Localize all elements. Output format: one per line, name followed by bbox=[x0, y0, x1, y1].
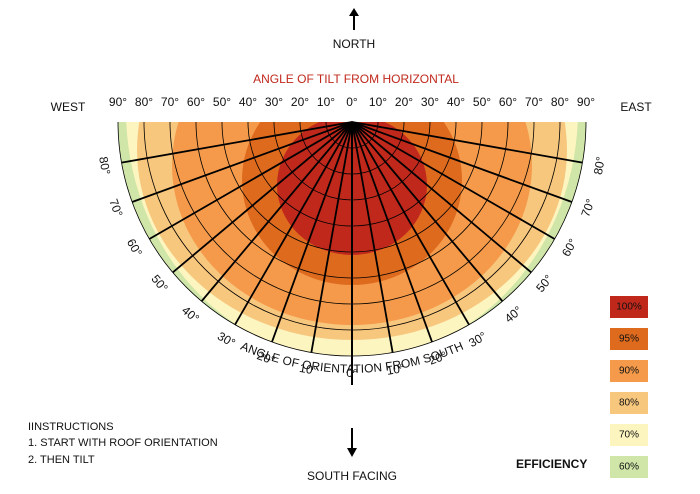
tilt-title: ANGLE OF TILT FROM HORIZONTAL bbox=[253, 72, 459, 86]
legend-title: EFFICIENCY bbox=[516, 457, 587, 471]
orientation-spoke bbox=[351, 121, 573, 203]
legend-label: 90% bbox=[619, 366, 639, 377]
orientation-label: 40° bbox=[502, 303, 525, 326]
tilt-label: 40° bbox=[447, 95, 465, 109]
legend-swatch bbox=[610, 456, 648, 478]
orientation-label: 10° bbox=[298, 361, 318, 378]
orientation-spoke bbox=[351, 121, 394, 353]
orientation-spoke bbox=[351, 121, 470, 326]
legend-swatch bbox=[610, 424, 648, 446]
tilt-label: 80° bbox=[135, 95, 153, 109]
tilt-label: 90° bbox=[109, 95, 127, 109]
north-label: NORTH bbox=[333, 37, 375, 51]
tilt-label: 50° bbox=[213, 95, 231, 109]
orientation-spoke bbox=[310, 121, 353, 353]
tilt-label: 30° bbox=[265, 95, 283, 109]
orientation-label: 30° bbox=[466, 329, 489, 350]
legend-label: 95% bbox=[619, 334, 639, 345]
orientation-spoke bbox=[351, 121, 556, 240]
west-label: WEST bbox=[51, 100, 86, 114]
tilt-label: 20° bbox=[291, 95, 309, 109]
orientation-label: 40° bbox=[179, 303, 202, 326]
orientation-spoke bbox=[351, 121, 583, 164]
instruction-step: 1. START WITH ROOF ORIENTATION bbox=[28, 437, 218, 449]
orientation-spoke bbox=[148, 121, 353, 240]
tilt-label: 10° bbox=[369, 95, 387, 109]
orientation-label: 0° bbox=[346, 366, 358, 380]
legend-swatch bbox=[610, 296, 648, 318]
orientation-spoke bbox=[121, 121, 353, 164]
legend-label: 100% bbox=[616, 302, 642, 313]
orientation-spoke bbox=[234, 121, 353, 326]
tilt-label: 80° bbox=[551, 95, 569, 109]
tilt-label: 10° bbox=[317, 95, 335, 109]
orientation-label: 50° bbox=[533, 272, 556, 295]
south-label: SOUTH FACING bbox=[307, 469, 397, 483]
east-label: EAST bbox=[620, 100, 652, 114]
tilt-label: 40° bbox=[239, 95, 257, 109]
south-arrow-head bbox=[347, 448, 357, 457]
legend-swatch bbox=[610, 328, 648, 350]
legend-label: 80% bbox=[619, 398, 639, 409]
tilt-label: 30° bbox=[421, 95, 439, 109]
legend-swatch bbox=[610, 392, 648, 414]
orientation-label: 70° bbox=[578, 197, 597, 219]
orientation-label: 20° bbox=[427, 348, 449, 367]
orientation-label: 10° bbox=[385, 361, 406, 378]
instruction-step: 2. THEN TILT bbox=[28, 454, 95, 466]
orientation-label: 70° bbox=[106, 197, 125, 219]
orientation-label: 20° bbox=[255, 348, 277, 367]
orientation-spoke bbox=[351, 121, 504, 302]
north-arrow-head bbox=[349, 8, 359, 16]
orientation-spoke bbox=[131, 121, 353, 203]
legend-swatch bbox=[610, 360, 648, 382]
tilt-label: 60° bbox=[187, 95, 205, 109]
tilt-label: 50° bbox=[473, 95, 491, 109]
orientation-spoke bbox=[351, 121, 433, 343]
instructions-title: IINSTRUCTIONS bbox=[28, 421, 114, 433]
grid bbox=[117, 121, 587, 385]
legend-label: 70% bbox=[619, 430, 639, 441]
tilt-label: 60° bbox=[499, 95, 517, 109]
orientation-spoke bbox=[200, 121, 353, 302]
legend: 100% 95% 90% 80% 70% 60% bbox=[610, 296, 648, 478]
legend-label: 60% bbox=[619, 462, 639, 473]
orientation-label: 60° bbox=[124, 236, 145, 259]
orientation-spoke bbox=[172, 121, 353, 274]
orientation-label: 50° bbox=[148, 272, 171, 295]
orientation-spoke bbox=[271, 121, 353, 343]
tilt-label: 70° bbox=[161, 95, 179, 109]
tilt-label: 20° bbox=[395, 95, 413, 109]
orientation-label: 80° bbox=[591, 155, 608, 176]
tilt-label: 0° bbox=[346, 95, 358, 109]
orientation-label: 60° bbox=[559, 236, 580, 259]
orientation-label: 80° bbox=[96, 155, 113, 175]
tilt-label: 70° bbox=[525, 95, 543, 109]
tilt-label: 90° bbox=[577, 95, 595, 109]
orientation-label: 30° bbox=[215, 329, 238, 350]
orientation-spoke bbox=[351, 121, 532, 274]
